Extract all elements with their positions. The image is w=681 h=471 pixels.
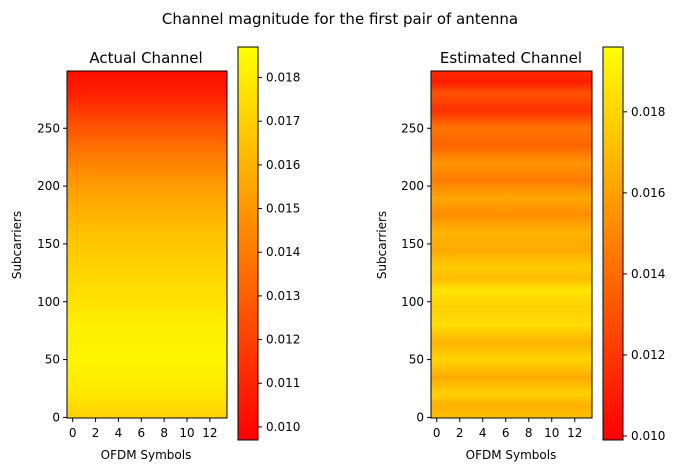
actual-channel-ytick-label: 150 (37, 237, 60, 251)
estimated-channel-colorbar-tick-label: 0.014 (631, 267, 665, 281)
actual-channel-colorbar-tick-label: 0.017 (266, 114, 300, 128)
actual-channel-title: Actual Channel (89, 49, 202, 67)
estimated-channel-xtick-label: 8 (525, 426, 533, 440)
estimated-channel-title: Estimated Channel (440, 49, 582, 67)
actual-channel-xtick-label: 8 (160, 426, 168, 440)
estimated-channel-xtick-label: 4 (479, 426, 487, 440)
actual-channel-colorbar-tick-label: 0.018 (266, 71, 300, 85)
estimated-channel-xtick-label: 0 (433, 426, 441, 440)
estimated-channel-panel: Estimated Channel OFDM Symbols Subcarrie… (375, 47, 665, 462)
actual-channel-ytick-label: 50 (45, 353, 60, 367)
actual-channel-ytick-label: 250 (37, 121, 60, 135)
actual-channel-colorbar (238, 47, 258, 440)
actual-channel-xtick-label: 10 (179, 426, 194, 440)
actual-channel-xtick-label: 2 (92, 426, 100, 440)
actual-channel-xtick-label: 0 (69, 426, 77, 440)
actual-channel-colorbar-tick-label: 0.010 (266, 420, 300, 434)
actual-channel-colorbar-tick-label: 0.012 (266, 333, 300, 347)
figure-suptitle: Channel magnitude for the first pair of … (162, 10, 518, 28)
actual-channel-colorbar-tick-label: 0.016 (266, 158, 300, 172)
actual-channel-xtick-label: 12 (202, 426, 217, 440)
estimated-channel-ytick-label: 200 (401, 179, 424, 193)
estimated-channel-xtick-label: 10 (544, 426, 559, 440)
actual-channel-ytick-label: 100 (37, 295, 60, 309)
actual-channel-xlabel: OFDM Symbols (101, 448, 192, 462)
estimated-channel-colorbar-tick-label: 0.012 (631, 348, 665, 362)
estimated-channel-xtick-label: 6 (502, 426, 510, 440)
actual-channel-xtick-label: 4 (115, 426, 123, 440)
actual-channel-panel: Actual Channel OFDM Symbols Subcarriers … (10, 47, 300, 462)
estimated-channel-colorbar (603, 47, 623, 440)
estimated-channel-xtick-label: 2 (456, 426, 464, 440)
estimated-channel-ytick-label: 0 (416, 410, 424, 424)
actual-channel-heatmap (67, 71, 227, 418)
estimated-channel-colorbar-tick-label: 0.010 (631, 429, 665, 443)
estimated-channel-ytick-label: 150 (401, 237, 424, 251)
actual-channel-colorbar-tick-label: 0.015 (266, 202, 300, 216)
estimated-channel-ylabel: Subcarriers (375, 211, 389, 279)
actual-channel-colorbar-tick-label: 0.014 (266, 245, 300, 259)
estimated-channel-ytick-label: 50 (409, 353, 424, 367)
estimated-channel-xlabel: OFDM Symbols (466, 448, 557, 462)
actual-channel-ytick-label: 0 (52, 410, 60, 424)
estimated-channel-xtick-label: 12 (567, 426, 582, 440)
actual-channel-ytick-label: 200 (37, 179, 60, 193)
estimated-channel-colorbar-tick-label: 0.018 (631, 105, 665, 119)
actual-channel-ylabel: Subcarriers (10, 211, 24, 279)
estimated-channel-ytick-label: 100 (401, 295, 424, 309)
estimated-channel-colorbar-tick-label: 0.016 (631, 186, 665, 200)
estimated-channel-heatmap (431, 71, 592, 418)
actual-channel-colorbar-tick-label: 0.011 (266, 376, 300, 390)
estimated-channel-ytick-label: 250 (401, 121, 424, 135)
actual-channel-xtick-label: 6 (137, 426, 145, 440)
actual-channel-colorbar-tick-label: 0.013 (266, 289, 300, 303)
